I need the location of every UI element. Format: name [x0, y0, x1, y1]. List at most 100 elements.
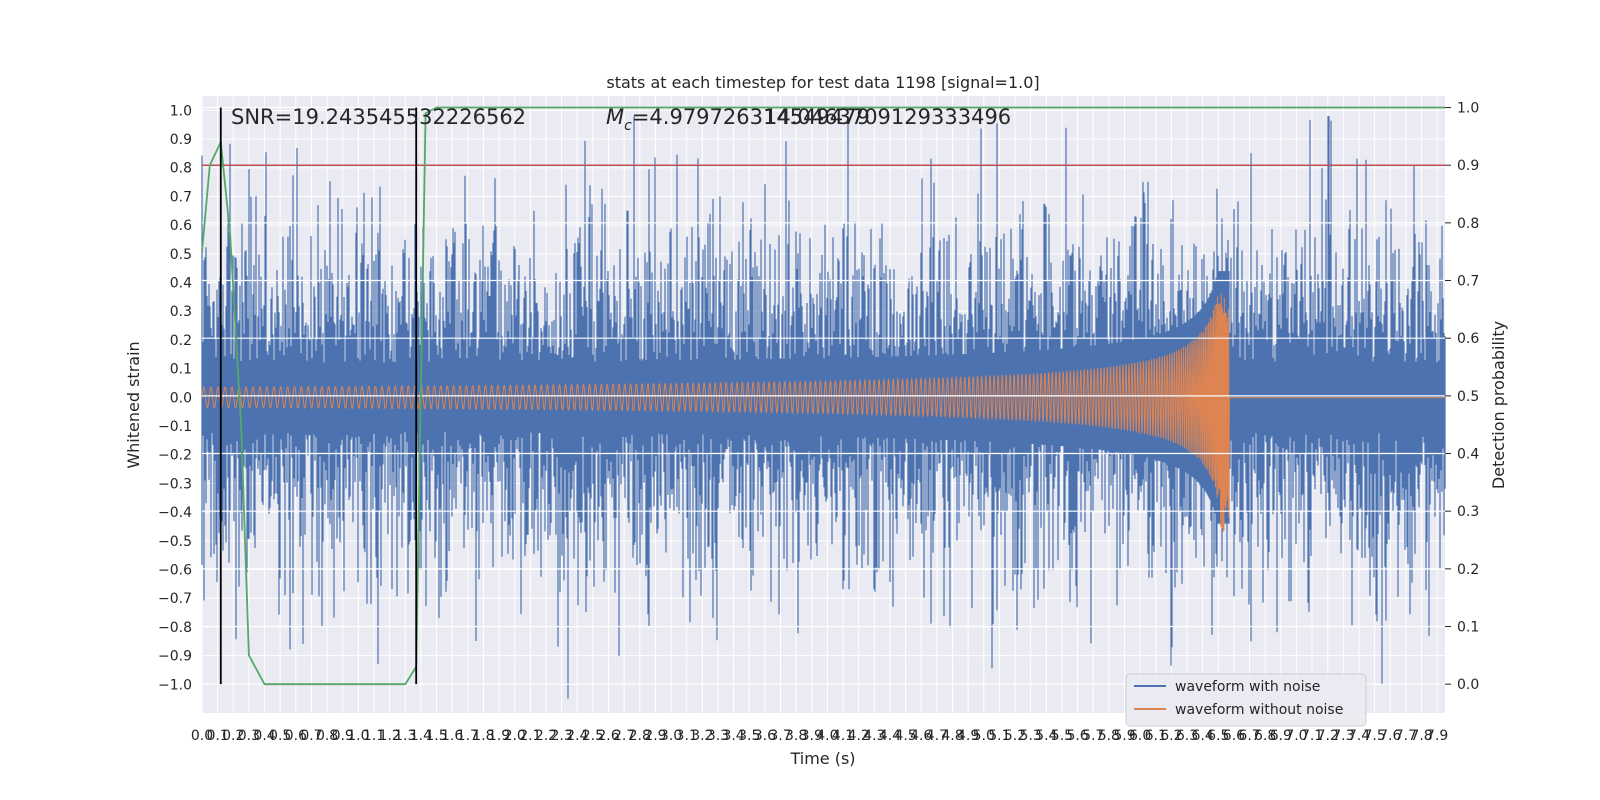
x-tick-label: 3.3 [707, 728, 729, 744]
x-tick-label: 6.8 [1254, 728, 1276, 744]
x-tick-label: 1.3 [394, 728, 416, 744]
y-left-tick-label: −0.3 [158, 476, 192, 492]
x-tick-label: 2.1 [519, 728, 541, 744]
chirp-mass-value: =4.979726314549479 [632, 105, 870, 129]
x-tick-label: 0.2 [222, 728, 244, 744]
legend: waveform with noise waveform without noi… [1125, 673, 1367, 727]
y-right-tick-label: 0.5 [1457, 389, 1479, 405]
x-tick-label: 5.3 [1020, 728, 1042, 744]
x-tick-label: 2.7 [613, 728, 635, 744]
x-tick-label: 1.0 [347, 728, 369, 744]
y-left-tick-label: −1.0 [158, 677, 192, 693]
x-tick-label: 1.4 [410, 728, 432, 744]
y-right-tick-label: 0.8 [1457, 216, 1479, 232]
x-tick-label: 0.9 [332, 728, 354, 744]
x-tick-label: 2.5 [582, 728, 604, 744]
y-left-ticks: −1.0 −0.9 −0.8 −0.7 −0.6 −0.5 −0.4 −0.3 −0.2 −0.1… [158, 103, 192, 693]
chirp-mass-subscript: c [624, 118, 632, 134]
series-waveform-without-noise [201, 294, 1445, 533]
y-right-tick-label: 0.0 [1457, 677, 1479, 693]
x-tick-label: 3.5 [738, 728, 760, 744]
y-right-tick-label: 0.6 [1457, 331, 1479, 347]
x-tick-label: 6.7 [1238, 728, 1260, 744]
x-tick-label: 0.6 [285, 728, 307, 744]
x-tick-label: 3.7 [769, 728, 791, 744]
x-tick-label: 4.3 [863, 728, 885, 744]
x-tick-label: 7.5 [1364, 728, 1386, 744]
x-tick-label: 4.9 [957, 728, 979, 744]
y-left-tick-label: 0.3 [170, 304, 192, 320]
y-right-tick-label: 0.9 [1457, 158, 1479, 174]
y-left-tick-label: −0.4 [158, 505, 192, 521]
x-tick-label: 6.3 [1176, 728, 1198, 744]
x-tick-label: 2.9 [644, 728, 666, 744]
x-tick-label: 5.9 [1113, 728, 1135, 744]
x-tick-label: 0.0 [191, 728, 213, 744]
y-left-tick-label: 0.6 [170, 218, 192, 234]
x-tick-label: 1.8 [472, 728, 494, 744]
x-tick-label: 0.1 [207, 728, 229, 744]
chirp-mass-annotation: Mc=4.979726314549479 [606, 105, 870, 134]
x-tick-label: 2.6 [597, 728, 619, 744]
y-axis-label-right: Detection probability [1489, 321, 1508, 489]
y-left-tick-label: −0.1 [158, 419, 192, 435]
x-axis-label: Time (s) [789, 749, 855, 768]
y-right-tick-label: 0.1 [1457, 620, 1479, 636]
x-tick-label: 7.0 [1285, 728, 1307, 744]
y-left-tick-label: −0.2 [158, 448, 192, 464]
x-tick-label: 6.4 [1192, 728, 1214, 744]
overlap-annotation: 14.0463709129333496 [764, 105, 1011, 129]
y-left-tick-label: 0.4 [170, 276, 192, 292]
y-right-tick-label: 0.3 [1457, 504, 1479, 520]
x-tick-label: 5.5 [1051, 728, 1073, 744]
y-axis-label-left: Whitened strain [124, 341, 143, 468]
y-left-tick-label: 0.1 [170, 362, 192, 378]
x-tick-label: 7.7 [1395, 728, 1417, 744]
x-tick-label: 3.2 [691, 728, 713, 744]
x-tick-label: 5.7 [1082, 728, 1104, 744]
x-tick-label: 4.1 [832, 728, 854, 744]
y-left-tick-label: 0.7 [170, 189, 192, 205]
x-tick-label: 6.6 [1223, 728, 1245, 744]
x-tick-label: 7.6 [1379, 728, 1401, 744]
x-tick-label: 2.0 [504, 728, 526, 744]
x-tick-label: 5.8 [1098, 728, 1120, 744]
x-tick-label: 5.0 [973, 728, 995, 744]
x-tick-label: 5.2 [1004, 728, 1026, 744]
x-tick-label: 0.7 [300, 728, 322, 744]
x-ticks: 0.00.10.20.30.40.50.60.70.80.91.01.11.21… [191, 728, 1448, 744]
x-tick-label: 5.1 [988, 728, 1010, 744]
y-right-tick-label: 1.0 [1457, 101, 1479, 117]
snr-annotation: SNR=19.243545532226562 [231, 105, 526, 129]
y-left-tick-label: 0.2 [170, 333, 192, 349]
y-left-tick-label: −0.6 [158, 563, 192, 579]
x-tick-label: 1.6 [441, 728, 463, 744]
x-tick-label: 7.9 [1426, 728, 1448, 744]
x-tick-label: 4.7 [926, 728, 948, 744]
x-tick-label: 3.8 [785, 728, 807, 744]
chirp-waveform-path [201, 294, 1445, 533]
x-tick-label: 2.8 [629, 728, 651, 744]
x-tick-label: 1.9 [488, 728, 510, 744]
y-left-tick-label: 0.8 [170, 161, 192, 177]
vertical-markers [219, 107, 418, 685]
y-left-tick-label: −0.8 [158, 620, 192, 636]
y-left-tick-label: −0.5 [158, 534, 192, 550]
chart-title: stats at each timestep for test data 119… [606, 73, 1039, 92]
x-tick-label: 2.2 [535, 728, 557, 744]
x-tick-label: 7.3 [1332, 728, 1354, 744]
x-tick-label: 4.0 [816, 728, 838, 744]
y-left-tick-label: −0.9 [158, 649, 192, 665]
y-right-ticks: 0.0 0.1 0.2 0.3 0.4 0.5 0.6 0.7 0.8 0.9 1.0 [1445, 101, 1479, 693]
x-tick-label: 7.8 [1410, 728, 1432, 744]
y-left-tick-label: 0.5 [170, 247, 192, 263]
y-left-tick-label: 0.0 [170, 390, 192, 406]
y-left-tick-label: 0.9 [170, 132, 192, 148]
x-tick-label: 0.4 [253, 728, 275, 744]
x-tick-label: 4.6 [910, 728, 932, 744]
x-tick-label: 0.8 [316, 728, 338, 744]
legend-label-waveform-without-noise: waveform without noise [1175, 702, 1343, 718]
x-tick-label: 1.7 [457, 728, 479, 744]
x-tick-label: 5.4 [1035, 728, 1057, 744]
x-tick-label: 3.4 [722, 728, 744, 744]
